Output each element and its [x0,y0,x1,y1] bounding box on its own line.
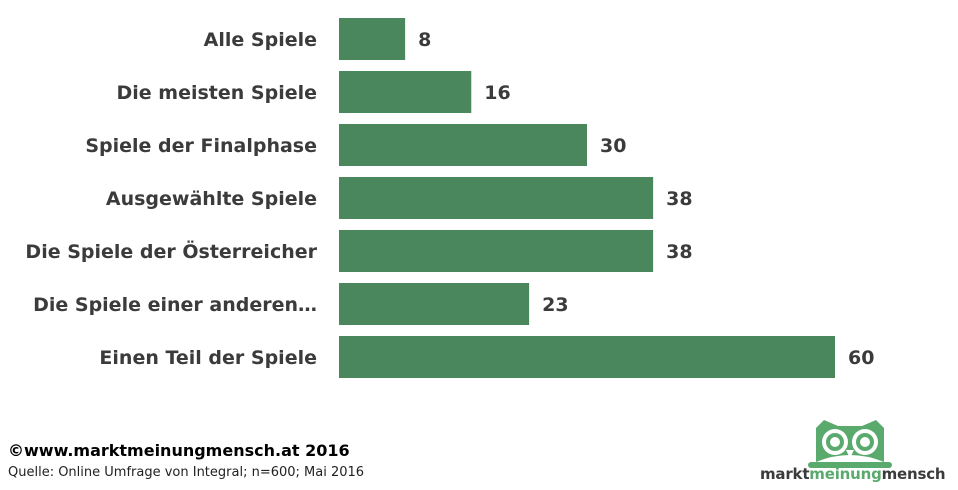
category-label: Die Spiele einer anderen… [33,294,317,316]
value-label: 16 [484,82,510,104]
category-label: Ausgewählte Spiele [106,188,317,210]
logo-word-meinung: meinung [809,465,882,483]
value-label: 30 [600,135,626,157]
value-label: 38 [666,241,692,263]
bar [339,18,406,60]
bar [339,336,835,378]
bar [339,124,587,166]
logo-word-markt: markt [760,465,810,483]
category-label: Einen Teil der Spiele [99,347,317,369]
copyright-text: ©www.marktmeinungmensch.at 2016 [8,441,350,460]
bar [339,283,530,325]
value-label: 8 [418,29,431,51]
bar-chart: Alle Spiele 8 Die meisten Spiele 16 Spiele d… [25,18,874,378]
logo-wordmark: marktmeinungmensch [760,465,946,483]
category-label: Alle Spiele [204,29,317,51]
value-label: 60 [848,347,874,369]
logo-word-mensch: mensch [881,465,946,483]
owl-icon [808,420,892,468]
bar [339,71,472,113]
brand-logo: marktmeinungmensch [760,418,955,488]
bar [339,177,654,219]
bar [339,230,654,272]
value-label: 23 [542,294,568,316]
value-label: 38 [666,188,692,210]
category-label: Spiele der Finalphase [85,135,317,157]
source-text: Quelle: Online Umfrage von Integral; n=6… [8,465,365,480]
category-label: Die Spiele der Österreicher [25,239,317,263]
category-label: Die meisten Spiele [117,82,317,104]
